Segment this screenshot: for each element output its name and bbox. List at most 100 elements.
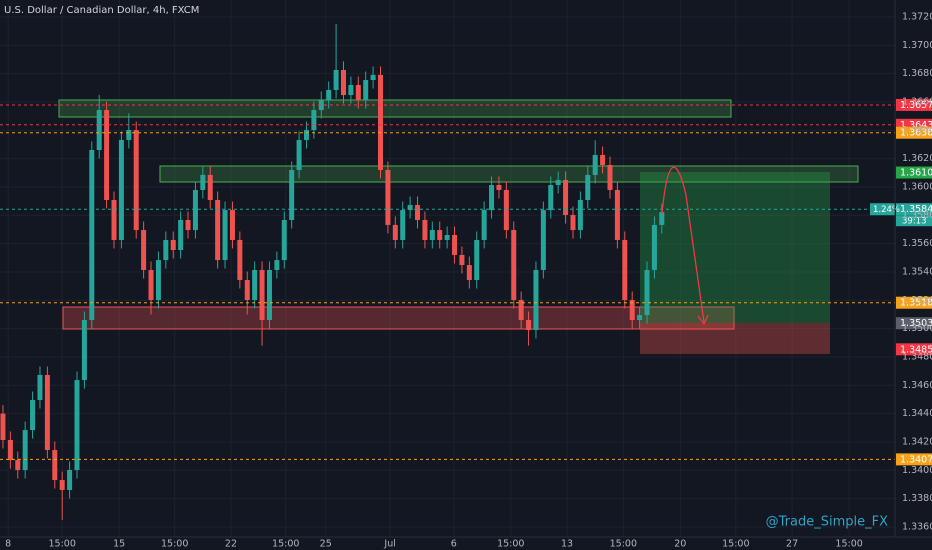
candle-body bbox=[496, 184, 502, 190]
candle-body bbox=[592, 154, 598, 175]
y-tick-label: 1.35000 bbox=[902, 323, 932, 334]
candle-body bbox=[96, 110, 102, 151]
candle-body bbox=[526, 319, 532, 331]
y-tick-label: 1.36600 bbox=[902, 96, 932, 107]
price-label: 1.35843 bbox=[900, 204, 932, 215]
candle-body bbox=[296, 139, 302, 170]
y-tick-label: 1.33600 bbox=[902, 521, 932, 532]
candle-body bbox=[363, 80, 369, 101]
candle-body bbox=[348, 84, 354, 96]
candle-body bbox=[614, 189, 620, 240]
price-label-bg bbox=[896, 296, 932, 309]
price-label: 1.36102 bbox=[900, 168, 932, 179]
y-tick-label: 1.34400 bbox=[902, 408, 932, 419]
candle-body bbox=[22, 430, 28, 470]
price-label: 1.35038 bbox=[900, 318, 932, 329]
candle-body bbox=[215, 200, 221, 261]
candle-body bbox=[340, 69, 346, 96]
candle-body bbox=[585, 174, 591, 201]
candle-body bbox=[59, 480, 65, 490]
candle-body bbox=[185, 219, 191, 231]
candle-body bbox=[89, 150, 95, 320]
candle-body bbox=[259, 269, 265, 320]
candle-body bbox=[311, 110, 317, 131]
candle-body bbox=[474, 239, 480, 281]
candle-body bbox=[52, 450, 58, 481]
price-label: 1.35183 bbox=[900, 298, 932, 309]
price-label-bg bbox=[896, 166, 932, 179]
candle-body bbox=[555, 180, 561, 185]
candle-body bbox=[252, 269, 258, 301]
candle-body bbox=[577, 200, 583, 231]
candle-body bbox=[237, 239, 243, 281]
candle-body bbox=[651, 224, 657, 270]
candle-body bbox=[392, 224, 398, 240]
candle-body bbox=[148, 269, 154, 301]
price-label-bg bbox=[896, 98, 932, 111]
y-tick-label: 1.35200 bbox=[902, 295, 932, 306]
x-tick-label: 15:00 bbox=[610, 539, 637, 550]
price-label-bg bbox=[896, 126, 932, 139]
x-tick-label: 22 bbox=[225, 539, 237, 550]
candle-body bbox=[200, 174, 206, 190]
watermark: @Trade_Simple_FX bbox=[766, 515, 888, 530]
y-tick-label: 1.35600 bbox=[902, 238, 932, 249]
position-target bbox=[640, 172, 830, 323]
candle-body bbox=[126, 130, 132, 140]
candle-body bbox=[600, 154, 606, 166]
candle-body bbox=[30, 400, 36, 431]
change-label: 1.24% bbox=[873, 205, 900, 215]
candle-body bbox=[503, 189, 509, 231]
x-tick-label: Jul bbox=[383, 539, 395, 550]
x-tick-label: 15:00 bbox=[835, 539, 862, 550]
drawings bbox=[58, 99, 859, 354]
candle-body bbox=[15, 460, 21, 470]
candle-body bbox=[7, 439, 13, 461]
x-tick-label: 8 bbox=[5, 539, 11, 550]
candle-body bbox=[637, 315, 643, 320]
candle-body bbox=[155, 260, 161, 301]
price-label-bg bbox=[896, 343, 932, 356]
candle-body bbox=[333, 69, 339, 90]
candle-body bbox=[111, 200, 117, 240]
candle-body bbox=[540, 210, 546, 270]
candle-body bbox=[355, 84, 361, 101]
support-zone bbox=[62, 306, 735, 330]
y-tick-label: 1.36400 bbox=[902, 125, 932, 136]
candle-body bbox=[192, 189, 198, 231]
candle-body bbox=[429, 230, 435, 240]
x-tick-label: 6 bbox=[451, 539, 457, 550]
x-tick-label: 15:00 bbox=[497, 539, 524, 550]
candle-body bbox=[104, 110, 110, 201]
x-tick-label: 15:00 bbox=[48, 539, 75, 550]
candle-body bbox=[244, 280, 250, 301]
price-label-bg bbox=[896, 453, 932, 466]
y-tick-label: 1.34200 bbox=[902, 436, 932, 447]
x-tick-label: 13 bbox=[561, 539, 573, 550]
resistance-zone bbox=[58, 99, 732, 118]
change-label-bg bbox=[870, 203, 895, 216]
candle-body bbox=[459, 254, 465, 266]
candle-body bbox=[289, 169, 295, 220]
candle-body bbox=[74, 380, 80, 470]
candle-body bbox=[563, 180, 569, 216]
candle-body bbox=[437, 230, 443, 240]
candle-body bbox=[481, 210, 487, 240]
chart-title: U.S. Dollar / Canadian Dollar, 4h, FXCM bbox=[4, 5, 199, 16]
candle-body bbox=[629, 300, 635, 320]
candle-body bbox=[511, 230, 517, 301]
y-tick-label: 1.36000 bbox=[902, 181, 932, 192]
candle-body bbox=[37, 374, 43, 401]
candle-body bbox=[67, 469, 73, 490]
y-tick-label: 1.34000 bbox=[902, 465, 932, 476]
candle-body bbox=[533, 269, 539, 331]
price-label-bg bbox=[896, 203, 932, 216]
candle-body bbox=[326, 89, 332, 101]
candle-body bbox=[0, 413, 6, 440]
y-tick-label: 1.35800 bbox=[902, 210, 932, 221]
position-stop bbox=[640, 323, 830, 354]
candle-body bbox=[466, 265, 472, 281]
countdown: 39:13 bbox=[902, 217, 927, 227]
x-tick-label: 20 bbox=[674, 539, 686, 550]
